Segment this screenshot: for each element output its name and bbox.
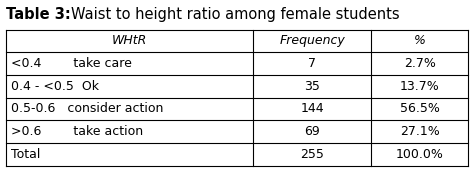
Text: 13.7%: 13.7% <box>400 80 439 93</box>
Text: Total: Total <box>11 148 41 161</box>
Text: Frequency: Frequency <box>279 34 345 47</box>
Text: 255: 255 <box>300 148 324 161</box>
Text: 144: 144 <box>301 102 324 115</box>
Text: 7: 7 <box>308 57 316 70</box>
Text: 27.1%: 27.1% <box>400 125 439 138</box>
Text: Table 3:: Table 3: <box>6 7 75 22</box>
Text: 35: 35 <box>304 80 320 93</box>
Text: WHtR: WHtR <box>112 34 147 47</box>
Text: 0.5-0.6   consider action: 0.5-0.6 consider action <box>11 102 164 115</box>
Text: 100.0%: 100.0% <box>396 148 444 161</box>
Text: 69: 69 <box>304 125 320 138</box>
Text: 56.5%: 56.5% <box>400 102 440 115</box>
Text: Waist to height ratio among female students: Waist to height ratio among female stude… <box>71 7 400 22</box>
Text: 0.4 - <0.5  Ok: 0.4 - <0.5 Ok <box>11 80 100 93</box>
Text: >0.6        take action: >0.6 take action <box>11 125 144 138</box>
Text: <0.4        take care: <0.4 take care <box>11 57 132 70</box>
Text: %: % <box>414 34 426 47</box>
Text: 2.7%: 2.7% <box>404 57 436 70</box>
